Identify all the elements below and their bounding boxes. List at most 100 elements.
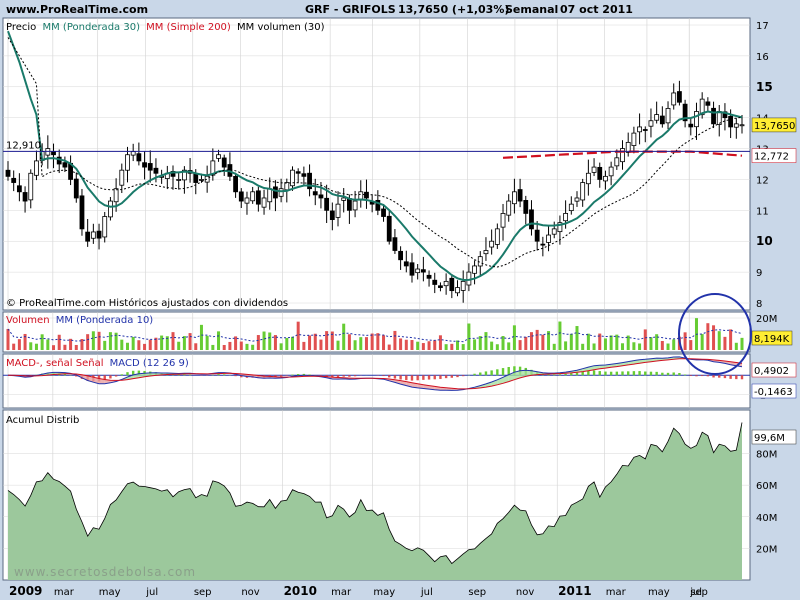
candle-body (546, 234, 551, 243)
volume-bar (734, 342, 738, 350)
candle-body (512, 191, 517, 205)
macd-series (3, 356, 750, 391)
candle-body (381, 208, 386, 217)
macd-hist-bar (450, 375, 454, 378)
candle-body (563, 213, 569, 222)
macd-hist-bar (188, 374, 192, 376)
volume-bar (495, 344, 499, 350)
macd-hist-bar (564, 373, 567, 376)
mm-volume-line (7, 37, 743, 268)
candle-body (142, 162, 147, 168)
candle-body (79, 195, 85, 230)
volume-bar (467, 323, 471, 350)
macd-hist-bar (177, 374, 180, 376)
volume-bar (740, 337, 744, 350)
macd-hist-bar (666, 372, 670, 376)
macd-hist-bar (342, 375, 345, 377)
candle-body (438, 285, 443, 288)
candle-body (113, 188, 119, 203)
volume-bar (46, 339, 50, 350)
candle-body (603, 175, 608, 182)
volume-bar (273, 335, 277, 350)
volume-bar (29, 342, 33, 350)
macd-hist-bar (393, 375, 397, 379)
y-tick-label: 8 (756, 299, 762, 310)
volume-bar (501, 336, 505, 350)
candle-body (28, 172, 34, 201)
candle-body (426, 274, 432, 279)
macd-value-box (751, 383, 797, 399)
volume-bar (160, 335, 164, 350)
volume-bar (461, 344, 465, 350)
macd-hist-bar (234, 375, 237, 377)
volume-bar (558, 321, 562, 350)
macd-signal-line (8, 358, 743, 390)
candle-body (705, 101, 711, 106)
candle-body (312, 191, 318, 196)
candle-body (534, 229, 540, 242)
volume-bar (376, 333, 380, 350)
volume-bar (239, 341, 243, 350)
legend-volume: Volumen (6, 315, 50, 326)
x-tick-label: mar (54, 587, 75, 598)
macd-hist-bar (513, 366, 516, 376)
volume-bar (438, 335, 442, 350)
macd-hist-bar (547, 374, 550, 376)
volume-bar (279, 343, 283, 350)
macd-hist-bar (621, 371, 624, 376)
macd-hist-bar (581, 371, 584, 376)
volume-bar (6, 328, 10, 350)
macd-hist-bar (75, 375, 78, 377)
macd-hist-bar (416, 375, 419, 381)
macd-fill (411, 382, 418, 388)
volume-bar (108, 332, 112, 350)
volume-bar (450, 343, 454, 350)
macd-hist-bar (223, 374, 226, 376)
candle-body (460, 280, 466, 291)
candle-body (216, 154, 221, 159)
volume-bar (148, 339, 152, 350)
macd-hist-bar (183, 374, 186, 376)
volume-bar (518, 340, 522, 350)
macd-hist-bar (655, 371, 658, 376)
candle-body (346, 198, 352, 211)
macd-hist-bar (126, 372, 129, 376)
volume-bar (712, 325, 716, 350)
candle-body (255, 190, 261, 205)
macd-hist-bar (399, 375, 402, 380)
candle-body (523, 200, 529, 214)
candle-body (739, 124, 745, 127)
macd-signal-box (751, 362, 797, 378)
x-tick-label: jul (420, 587, 433, 598)
volume-bar (660, 340, 664, 350)
volume-bar (313, 333, 317, 350)
candle-body (517, 189, 523, 202)
candle-body (108, 200, 113, 218)
candle-body (568, 203, 574, 212)
candle-body (375, 199, 381, 211)
price-panel (2, 17, 751, 311)
macd-hist-bar (331, 375, 334, 378)
candle-body (199, 179, 204, 181)
candle-body (585, 172, 591, 185)
y-tick-label: 12 (756, 175, 769, 186)
candle-body (34, 160, 39, 176)
macd-hist-bar (240, 375, 243, 378)
volume-bar (421, 343, 425, 350)
macd-fill (520, 370, 526, 378)
volume-bar (137, 340, 141, 350)
candle-body (352, 200, 358, 211)
macd-hist-bar (604, 371, 607, 376)
macd-hist-bar (109, 375, 112, 379)
candle-body (273, 186, 278, 199)
candle-body (597, 166, 603, 180)
macd-hist-bar (336, 375, 340, 378)
macd-hist-bar (456, 375, 459, 378)
volume-bar (251, 344, 255, 350)
volume-bar (473, 339, 477, 350)
macd-hist-bar (740, 375, 744, 380)
candle-body (392, 237, 398, 251)
macd-legend: MACD-, señal Señal MACD (12 26 9) (6, 358, 189, 369)
macd-hist-bar (496, 369, 499, 376)
macd-hist-bar (558, 374, 562, 376)
